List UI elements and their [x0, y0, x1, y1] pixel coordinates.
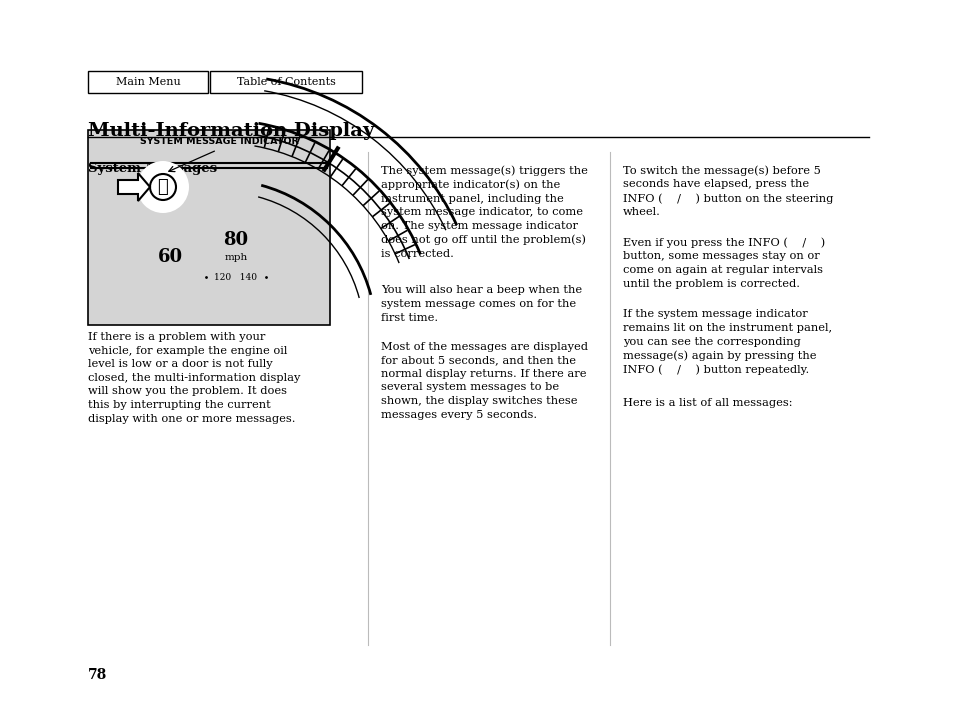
Text: ⓘ: ⓘ: [157, 178, 168, 196]
Text: mph: mph: [224, 253, 248, 261]
Circle shape: [137, 161, 189, 213]
Text: System Messages: System Messages: [88, 162, 217, 175]
Text: Here is a list of all messages:: Here is a list of all messages:: [622, 397, 792, 408]
Text: You will also hear a beep when the
system message comes on for the
first time.: You will also hear a beep when the syste…: [380, 285, 581, 323]
Text: Table of Contents: Table of Contents: [236, 77, 335, 87]
Text: If the system message indicator
remains lit on the instrument panel,
you can see: If the system message indicator remains …: [622, 310, 831, 375]
Bar: [88, 130, 330, 325]
Text: 80: 80: [223, 231, 249, 249]
Text: 60: 60: [157, 248, 182, 266]
Text: 120   140: 120 140: [214, 272, 257, 282]
Circle shape: [150, 174, 175, 200]
Polygon shape: [118, 173, 150, 201]
Text: The system message(s) triggers the
appropriate indicator(s) on the
instrument pa: The system message(s) triggers the appro…: [380, 165, 587, 258]
Text: To switch the message(s) before 5
seconds have elapsed, press the
INFO (    /   : To switch the message(s) before 5 second…: [622, 165, 833, 217]
Text: If there is a problem with your
vehicle, for example the engine oil
level is low: If there is a problem with your vehicle,…: [88, 332, 300, 423]
Bar: [88, 71, 208, 93]
Text: 78: 78: [88, 668, 107, 682]
Text: Most of the messages are displayed
for about 5 seconds, and then the
normal disp: Most of the messages are displayed for a…: [380, 341, 587, 420]
Text: Main Menu: Main Menu: [115, 77, 180, 87]
Bar: [210, 71, 361, 93]
Text: Multi-Information Display: Multi-Information Display: [88, 122, 374, 140]
Text: Even if you press the INFO (    /    )
button, some messages stay on or
come on : Even if you press the INFO ( / ) button,…: [622, 237, 824, 289]
Text: SYSTEM MESSAGE INDICATOR: SYSTEM MESSAGE INDICATOR: [139, 138, 298, 146]
